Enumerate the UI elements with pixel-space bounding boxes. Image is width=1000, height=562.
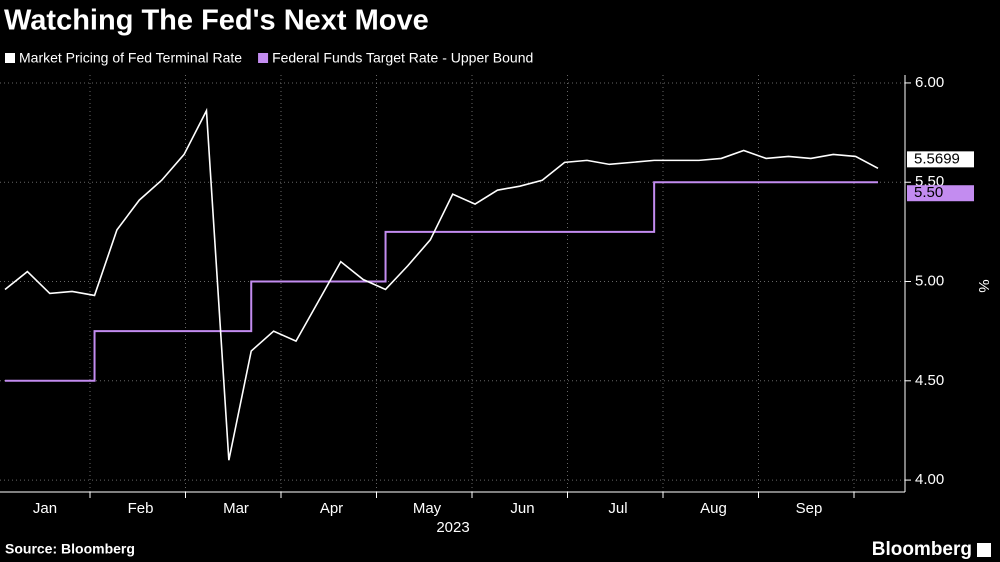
series-line [4,107,879,461]
value-label-box [907,151,974,168]
x-tick-label: Sep [796,500,823,517]
source: Source: Bloomberg [5,541,135,557]
y-tick-label: 4.00 [915,471,944,488]
value-label-box [907,185,974,202]
x-tick-label: May [413,500,442,517]
value-label: 5.50 [914,184,943,201]
x-tick-label: Apr [320,500,343,517]
x-tick-label: Jul [608,500,627,517]
series-line [5,181,878,382]
y-tick-label: 4.50 [915,372,944,389]
y-tick-label: 5.00 [915,272,944,289]
legend-swatch [5,53,15,63]
year-label: 2023 [436,519,469,536]
y-tick-label: 6.00 [915,74,944,91]
x-tick-label: Aug [700,500,727,517]
chart-title: Watching The Fed's Next Move [4,5,429,37]
x-tick-label: Jun [510,500,534,517]
x-tick-label: Feb [128,500,154,517]
legend-swatch [258,53,269,63]
value-label: 5.5699 [914,150,960,167]
brand-icon [977,543,991,557]
legend-label: Federal Funds Target Rate - Upper Bound [272,50,533,66]
y-axis-label: % [975,279,992,292]
legend-label: Market Pricing of Fed Terminal Rate [19,50,242,66]
brand: Bloomberg [872,539,972,560]
x-tick-label: Jan [33,500,57,517]
x-tick-label: Mar [223,500,249,517]
